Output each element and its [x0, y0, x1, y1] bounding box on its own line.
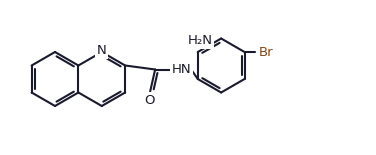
- Text: HN: HN: [171, 63, 191, 76]
- Text: N: N: [97, 44, 107, 58]
- Text: H₂N: H₂N: [187, 35, 212, 47]
- Text: Br: Br: [259, 46, 274, 58]
- Text: O: O: [144, 94, 155, 107]
